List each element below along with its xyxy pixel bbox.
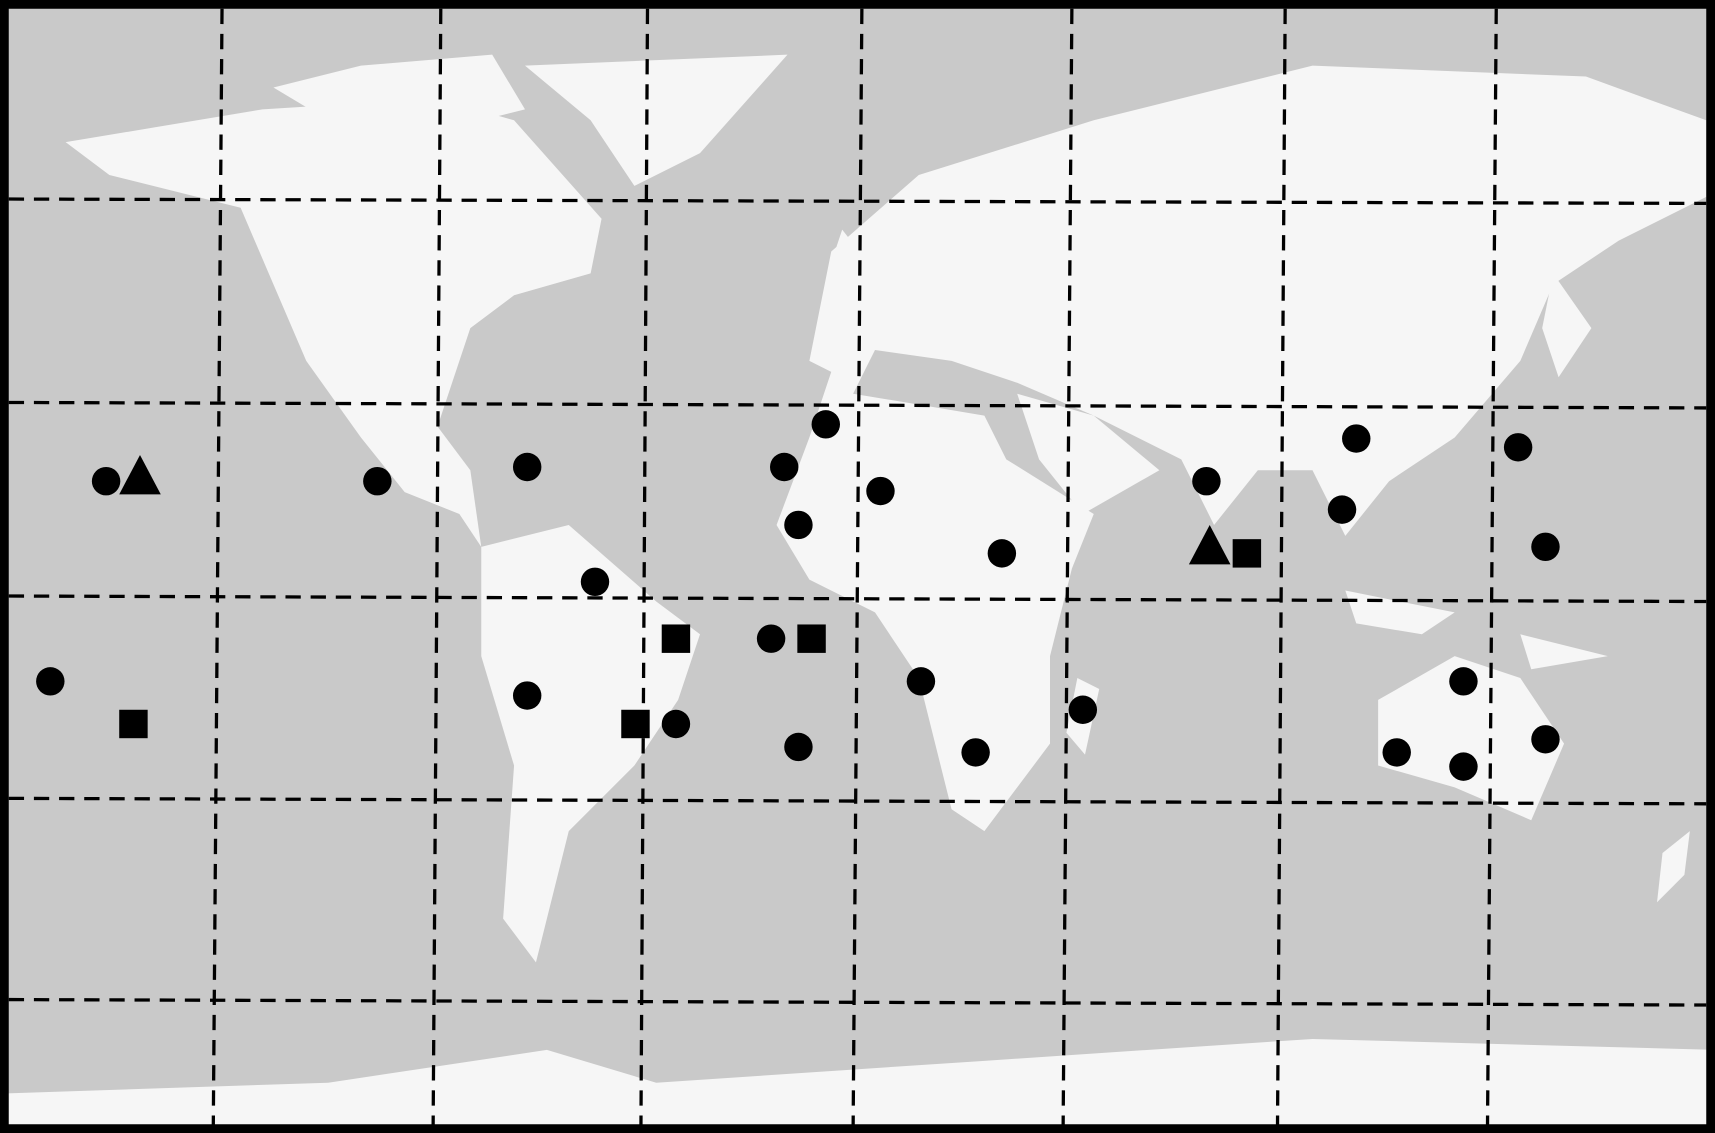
circle-marker	[1068, 695, 1098, 724]
triangle-marker	[1188, 524, 1231, 565]
circle-marker	[580, 567, 610, 597]
circle-marker	[784, 732, 813, 762]
grid	[8, 8, 1707, 1127]
circle-marker	[1449, 667, 1478, 696]
circle-marker	[756, 624, 786, 653]
circle-marker	[770, 452, 799, 482]
japan	[1542, 273, 1592, 378]
grid-line	[639, 8, 650, 1127]
square-marker	[621, 709, 650, 739]
circle-marker	[1531, 532, 1560, 562]
circle-marker	[512, 452, 542, 482]
arctic-islands	[273, 54, 525, 132]
arabia	[1017, 393, 1160, 515]
greenland	[525, 54, 788, 186]
grid-line	[211, 8, 224, 1127]
new-guinea	[1520, 634, 1608, 670]
grid-line	[431, 8, 443, 1127]
square-marker	[119, 709, 148, 739]
grid-line	[8, 997, 1707, 1007]
circle-marker	[1449, 752, 1478, 781]
antarctica	[0, 1038, 1715, 1133]
circle-marker	[1327, 495, 1357, 524]
circle-marker	[661, 709, 691, 739]
grid-line	[851, 8, 864, 1127]
circle-marker	[1503, 433, 1533, 462]
markers	[36, 410, 1560, 781]
grid-line	[8, 796, 1707, 806]
triangle-marker	[119, 454, 161, 495]
grid-line	[8, 594, 1707, 604]
square-marker	[661, 624, 691, 653]
circle-marker	[1342, 424, 1371, 453]
circle-marker	[784, 510, 813, 540]
africa-europe-asia	[776, 65, 1707, 832]
new-zealand	[1657, 831, 1690, 903]
grid-line	[1485, 8, 1498, 1127]
circle-marker	[811, 410, 840, 439]
circle-marker	[1192, 466, 1221, 496]
circle-marker	[363, 466, 392, 496]
circle-marker	[866, 476, 895, 506]
square-marker	[797, 624, 826, 653]
circle-marker	[36, 667, 65, 696]
circle-marker	[906, 667, 936, 696]
circle-marker	[1382, 738, 1411, 767]
south-america	[481, 524, 700, 963]
grid-line	[1061, 8, 1074, 1127]
circle-marker	[512, 681, 542, 710]
australia	[1378, 656, 1565, 821]
square-marker	[1232, 539, 1262, 568]
grid-line	[1275, 8, 1287, 1127]
britain	[831, 229, 867, 287]
circle-marker	[987, 539, 1017, 568]
circle-marker	[91, 466, 121, 496]
circle-marker	[961, 738, 990, 767]
north-america	[65, 98, 602, 547]
grid-line	[8, 197, 1707, 206]
circle-marker	[1531, 725, 1560, 754]
grid-line	[8, 400, 1707, 410]
